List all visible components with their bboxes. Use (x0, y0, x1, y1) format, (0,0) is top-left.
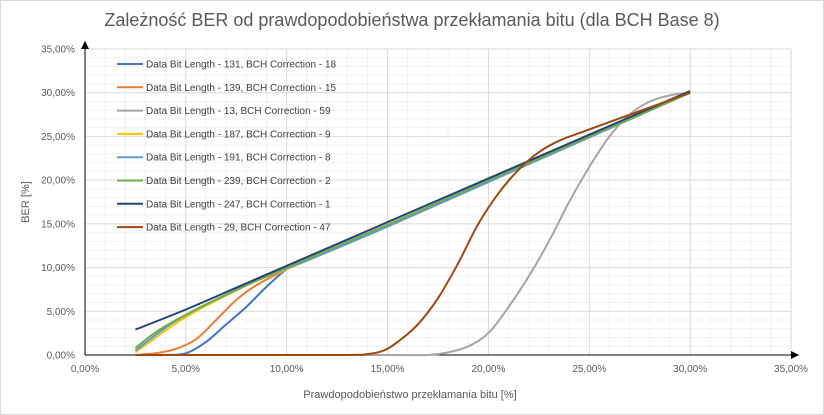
legend-label-3: Data Bit Length - 13, BCH Correction - 5… (146, 106, 331, 117)
x-tick-label: 0,00% (71, 364, 99, 375)
y-axis-title: BER [%] (20, 181, 32, 223)
x-tick-label: 15,00% (371, 364, 405, 375)
legend-label-1: Data Bit Length - 131, BCH Correction - … (146, 60, 337, 71)
x-tick-label: 35,00% (774, 364, 808, 375)
y-axis-arrow (81, 41, 89, 49)
legend-label-4: Data Bit Length - 187, BCH Correction - … (146, 129, 331, 140)
series-line-7 (135, 90, 691, 331)
legend-label-2: Data Bit Length - 139, BCH Correction - … (146, 83, 337, 94)
series-line-3 (135, 91, 691, 357)
axes: 0,00% 5,00% 10,00% 15,00% 20,00% 25,00% 30,00%… (41, 41, 808, 375)
y-tick-label: 20,00% (41, 176, 75, 187)
x-tick-label: 10,00% (270, 364, 304, 375)
chart-title: Zależność BER od prawdopodobieństwa prze… (104, 10, 720, 30)
y-tick-label: 0,00% (47, 351, 75, 362)
y-tick-label: 25,00% (41, 132, 75, 143)
y-tick-label: 30,00% (41, 88, 75, 99)
x-axis-arrow (791, 351, 799, 359)
series-lines (134, 90, 691, 357)
y-tick-label: 15,00% (41, 219, 75, 230)
y-tick-label: 10,00% (41, 263, 75, 274)
x-axis-title: Prawdopodobieństwo przekłamania bitu [%] (303, 389, 516, 401)
legend-label-6: Data Bit Length - 239, BCH Correction - … (146, 176, 331, 187)
x-tick-label: 5,00% (172, 364, 200, 375)
x-tick-label: 30,00% (673, 364, 707, 375)
series-line-8 (135, 91, 691, 357)
y-tick-label: 35,00% (41, 45, 75, 56)
gridlines (85, 48, 792, 355)
y-tick-label: 5,00% (47, 307, 75, 318)
legend-label-8: Data Bit Length - 29, BCH Correction - 4… (146, 223, 331, 234)
legend-label-7: Data Bit Length - 247, BCH Correction - … (146, 199, 331, 210)
series-line-6 (134, 91, 691, 349)
legend: Data Bit Length - 131, BCH Correction - … (117, 60, 337, 234)
x-tick-label: 25,00% (572, 364, 606, 375)
legend-label-5: Data Bit Length - 191, BCH Correction - … (146, 153, 331, 164)
x-tick-label: 20,00% (471, 364, 505, 375)
